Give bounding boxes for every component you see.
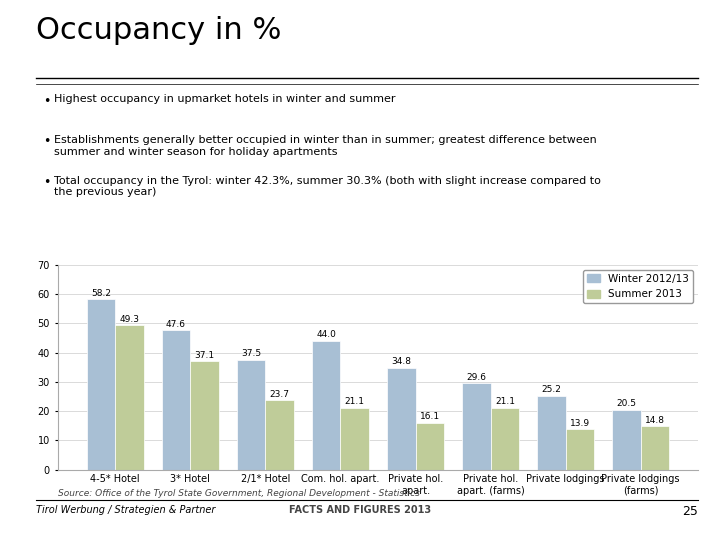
Text: •: •	[43, 176, 50, 188]
Text: 37.5: 37.5	[241, 349, 261, 359]
Text: 16.1: 16.1	[420, 412, 440, 421]
Text: •: •	[43, 135, 50, 148]
Bar	[190, 361, 219, 470]
Text: 20.5: 20.5	[616, 399, 636, 408]
Bar	[115, 325, 144, 470]
Text: Source: Office of the Tyrol State Government, Regional Development - Statistics: Source: Office of the Tyrol State Govern…	[58, 489, 420, 498]
Bar	[490, 408, 519, 470]
Bar	[162, 330, 190, 470]
Bar	[266, 400, 294, 470]
Text: 25.2: 25.2	[541, 386, 562, 394]
Bar	[341, 408, 369, 470]
Text: Tirol Werbung / Strategien & Partner: Tirol Werbung / Strategien & Partner	[36, 505, 215, 515]
Text: 23.7: 23.7	[270, 390, 289, 399]
Text: 25: 25	[683, 505, 698, 518]
Bar	[387, 368, 415, 470]
Text: 34.8: 34.8	[391, 357, 411, 366]
Text: 47.6: 47.6	[166, 320, 186, 329]
Text: Occupancy in %: Occupancy in %	[36, 16, 282, 45]
Text: FACTS AND FIGURES 2013: FACTS AND FIGURES 2013	[289, 505, 431, 515]
Text: 44.0: 44.0	[316, 330, 336, 339]
Legend: Winter 2012/13, Summer 2013: Winter 2012/13, Summer 2013	[583, 270, 693, 303]
Bar	[566, 429, 594, 470]
Bar	[415, 423, 444, 470]
Text: Establishments generally better occupied in winter than in summer; greatest diff: Establishments generally better occupied…	[54, 135, 597, 157]
Bar	[641, 427, 670, 470]
Bar	[462, 383, 490, 470]
Text: 21.1: 21.1	[345, 397, 365, 407]
Bar	[537, 396, 566, 470]
Bar	[237, 360, 266, 470]
Bar	[312, 341, 341, 470]
Text: Highest occupancy in upmarket hotels in winter and summer: Highest occupancy in upmarket hotels in …	[54, 94, 395, 105]
Bar	[86, 299, 115, 470]
Text: 14.8: 14.8	[645, 416, 665, 425]
Text: 49.3: 49.3	[120, 315, 140, 324]
Text: 29.6: 29.6	[467, 373, 486, 382]
Text: Total occupancy in the Tyrol: winter 42.3%, summer 30.3% (both with slight incre: Total occupancy in the Tyrol: winter 42.…	[54, 176, 601, 197]
Text: 13.9: 13.9	[570, 418, 590, 428]
Bar	[612, 410, 641, 470]
Text: 37.1: 37.1	[194, 350, 215, 360]
Text: 58.2: 58.2	[91, 289, 111, 298]
Text: •: •	[43, 94, 50, 107]
Text: 21.1: 21.1	[495, 397, 515, 407]
